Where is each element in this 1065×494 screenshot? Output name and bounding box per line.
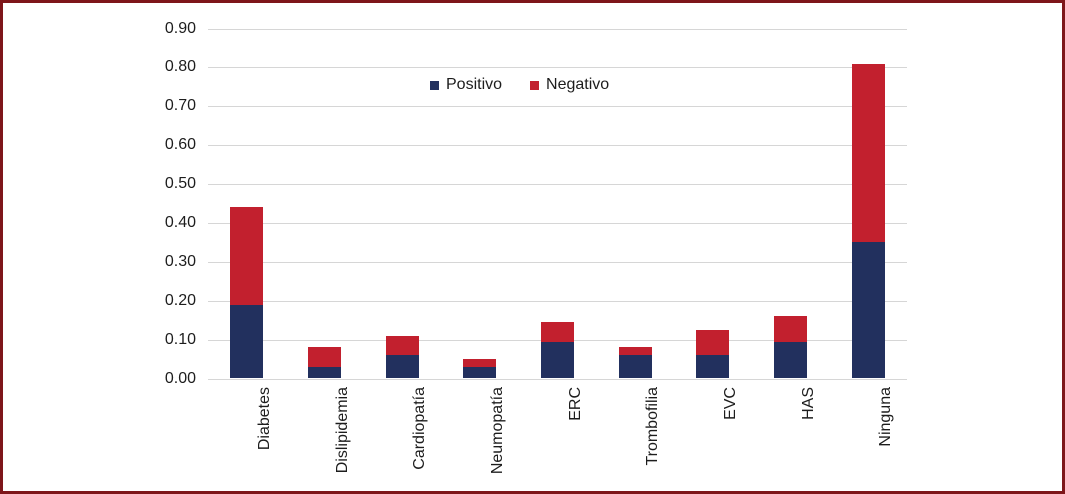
bar-neumopatía-positivo	[463, 366, 497, 379]
bar-dislipidemia-negativo	[308, 347, 341, 367]
y-tick-label: 0.10	[164, 330, 196, 348]
bar-trombofilia-negativo	[618, 347, 652, 356]
legend-label-positivo: Positivo	[446, 76, 503, 93]
gridline	[208, 28, 907, 30]
bar-neumopatía-negativo	[463, 359, 497, 367]
y-tick-label: 0.70	[164, 97, 196, 115]
legend-item-negativo: Negativo	[530, 76, 609, 94]
bar-trombofilia-positivo	[618, 355, 652, 379]
gridline	[208, 378, 907, 380]
x-label-cardiopatía: Cardiopatía	[411, 387, 429, 470]
y-tick-label: 0.00	[164, 369, 196, 387]
bar-erc-negativo	[541, 322, 574, 342]
gridline	[208, 222, 907, 224]
x-label-trombofilia: Trombofilia	[644, 387, 662, 466]
positivo-swatch-icon	[430, 80, 439, 90]
bar-dislipidemia-positivo	[308, 366, 341, 379]
y-tick-label: 0.90	[164, 19, 196, 37]
legend-label-negativo: Negativo	[546, 76, 610, 93]
x-label-neumopatía: Neumopatía	[488, 387, 506, 475]
x-label-ninguna: Ninguna	[877, 387, 895, 447]
bar-erc-positivo	[541, 341, 574, 379]
bar-has-negativo	[774, 316, 807, 342]
bar-has-positivo	[774, 341, 807, 379]
y-tick-label: 0.40	[164, 213, 196, 231]
gridline	[208, 145, 907, 147]
bar-diabetes-negativo	[230, 207, 264, 305]
y-tick-label: 0.50	[164, 175, 196, 193]
y-tick-label: 0.60	[164, 136, 196, 154]
bar-cardiopatía-negativo	[385, 335, 419, 356]
x-label-erc: ERC	[566, 387, 584, 421]
gridline	[208, 106, 907, 108]
y-tick-label: 0.30	[164, 252, 196, 270]
x-label-has: HAS	[799, 387, 817, 420]
x-label-diabetes: Diabetes	[255, 387, 273, 451]
bar-evc-positivo	[696, 355, 730, 379]
negativo-swatch-icon	[530, 80, 540, 90]
bar-evc-negativo	[696, 329, 730, 356]
bar-diabetes-positivo	[230, 304, 264, 379]
x-label-evc: EVC	[721, 387, 739, 420]
gridline	[208, 184, 907, 186]
bar-ninguna-negativo	[851, 63, 885, 243]
gridline	[208, 300, 907, 302]
legend-item-positivo: Positivo	[430, 76, 502, 94]
gridline	[208, 261, 907, 263]
gridline	[208, 67, 907, 69]
bar-ninguna-positivo	[851, 242, 885, 379]
bar-cardiopatía-positivo	[385, 355, 419, 379]
y-tick-label: 0.80	[164, 58, 196, 76]
x-label-dislipidemia: Dislipidemia	[333, 387, 351, 474]
y-tick-label: 0.20	[164, 291, 196, 309]
chart-legend: Positivo Negativo	[430, 75, 609, 95]
